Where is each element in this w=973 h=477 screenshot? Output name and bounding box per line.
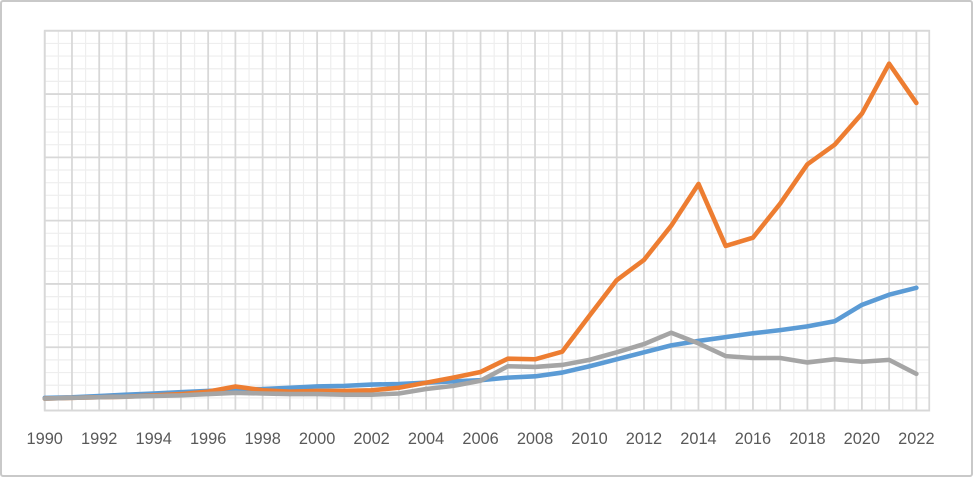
gridlines-major — [43, 29, 930, 412]
x-axis-tick-label: 1992 — [81, 430, 117, 448]
x-axis-tick-label: 1990 — [27, 430, 63, 448]
x-axis-tick-label: 2012 — [626, 430, 662, 448]
x-axis-tick-label: 2004 — [408, 430, 444, 448]
x-axis-tick-label: 2016 — [735, 430, 771, 448]
x-axis-tick-label: 2022 — [898, 430, 934, 448]
x-axis-tick-label: 1994 — [135, 430, 171, 448]
x-axis-tick-label: 2020 — [844, 430, 880, 448]
x-axis-tick-label: 2002 — [353, 430, 389, 448]
x-axis-tick-label: 2018 — [789, 430, 825, 448]
x-axis-tick-label: 2010 — [571, 430, 607, 448]
gray-series-line — [42, 330, 919, 401]
series-lines — [42, 61, 919, 401]
x-axis-tick-label: 2014 — [680, 430, 716, 448]
x-axis-tick-label: 1998 — [244, 430, 280, 448]
x-axis-tick-label: 2008 — [517, 430, 553, 448]
x-axis-tick-label: 2000 — [299, 430, 335, 448]
x-axis-tick-label: 2006 — [462, 430, 498, 448]
x-axis-tick-labels: 1990 1992 1994 1996 1998 2000 2002 2004 2006 2008… — [27, 430, 935, 448]
plot-border — [43, 29, 931, 412]
x-axis-tick-label: 1996 — [190, 430, 226, 448]
